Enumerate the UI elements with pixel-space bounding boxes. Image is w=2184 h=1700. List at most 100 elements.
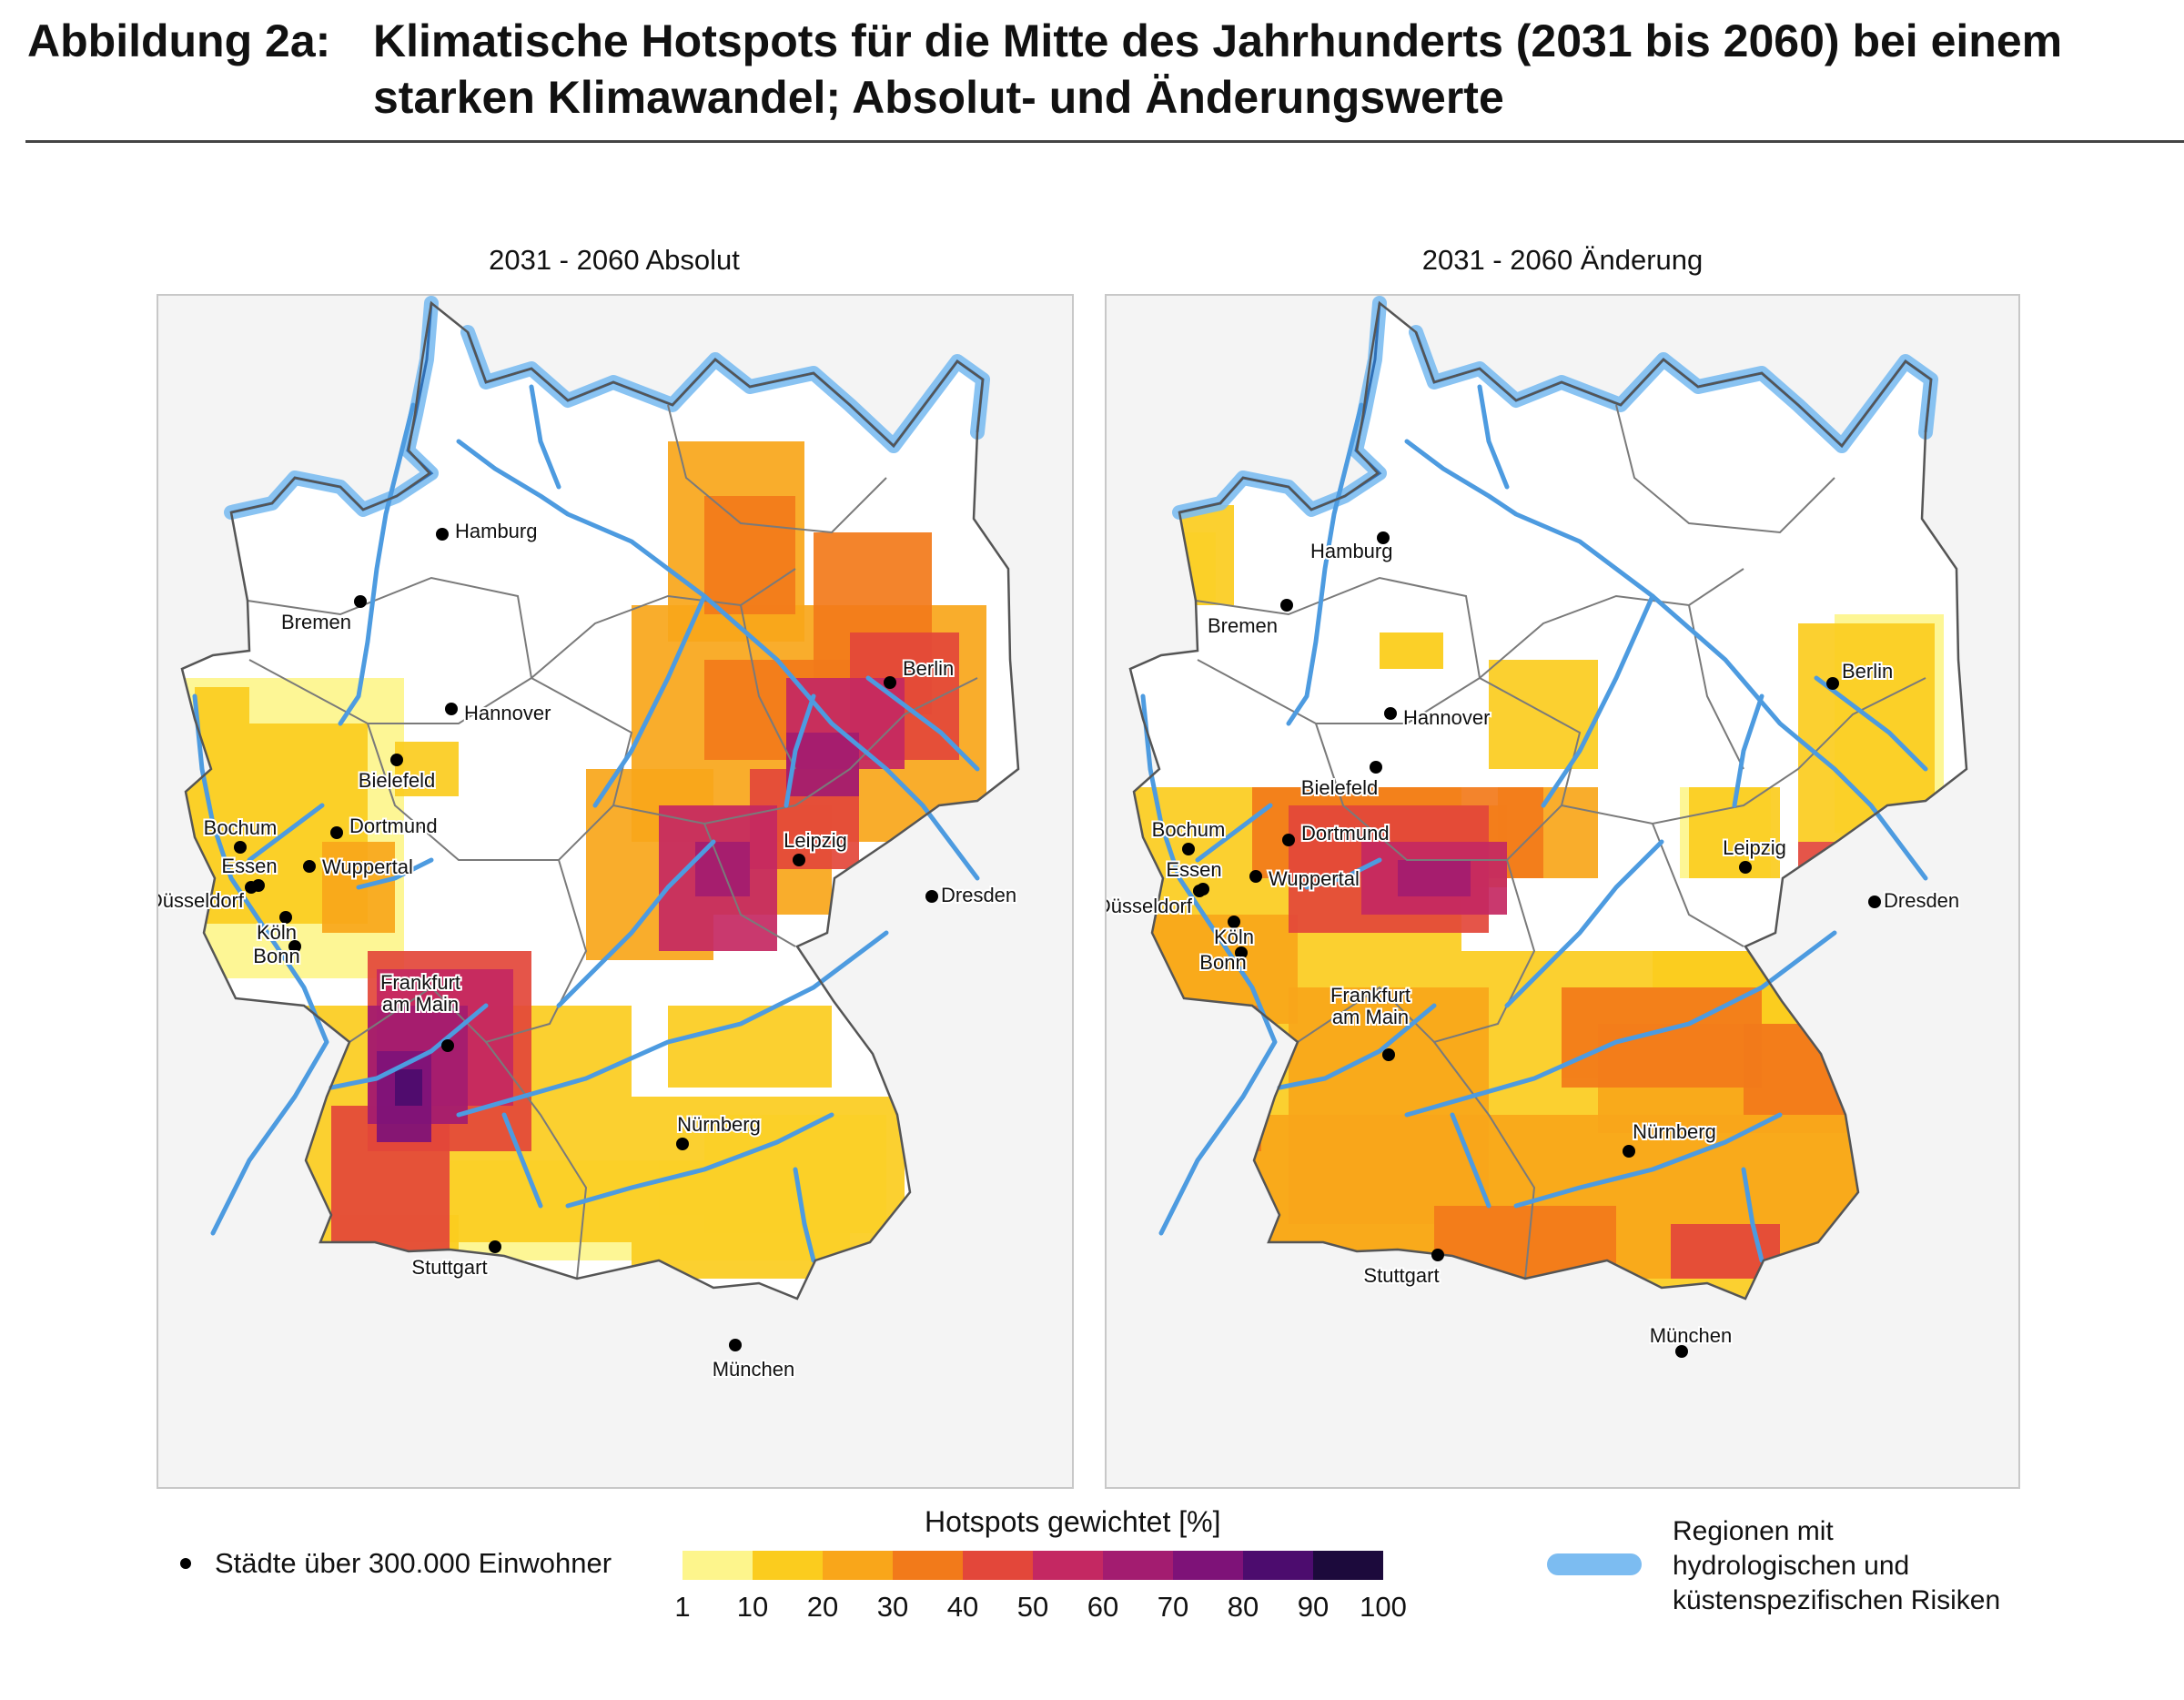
city-dot	[245, 881, 258, 894]
city-label: Frankfurt	[1330, 984, 1410, 1007]
state-border	[1561, 677, 1926, 825]
hotspot-patch	[1489, 660, 1598, 769]
river	[1513, 1112, 1783, 1209]
city-label: München	[713, 1358, 795, 1381]
scale-tick-70: 70	[1157, 1591, 1189, 1623]
scale-tick-40: 40	[946, 1591, 979, 1623]
city-label: Köln	[1214, 926, 1254, 948]
city-label: Bielefeld	[1301, 776, 1378, 799]
city-label: am Main	[382, 993, 459, 1016]
scale-tick-30: 30	[876, 1591, 909, 1623]
river	[1504, 839, 1664, 1008]
city-label: Frankfurt	[380, 971, 460, 994]
hydro-legend-line1: Regionen mit	[1673, 1516, 1834, 1546]
river	[1732, 693, 1764, 808]
river	[1304, 857, 1382, 890]
scale-tick-90: 90	[1297, 1591, 1330, 1623]
city-label: Bonn	[253, 945, 299, 967]
city-label: Hamburg	[1310, 540, 1392, 562]
map-absolute: Hamburg Bremen Hannover Berlin Bielefeld Boch…	[157, 294, 1074, 1489]
city-dot	[1384, 707, 1397, 720]
scale-tick-1: 1	[674, 1591, 691, 1623]
river	[1741, 1167, 1764, 1263]
river	[356, 857, 434, 890]
hotspot-patch	[1926, 1097, 1962, 1179]
city-dot	[234, 841, 247, 854]
city-label: Hannover	[464, 702, 551, 724]
city-dot-icon	[180, 1558, 191, 1569]
scale-swatch-6	[1103, 1551, 1173, 1580]
hydro-legend-swatch	[1547, 1553, 1642, 1575]
state-border	[1479, 568, 1744, 679]
city-label: Leipzig	[784, 829, 847, 852]
city-dot	[445, 703, 458, 715]
city-label: Nürnberg	[677, 1113, 761, 1136]
city-dot	[1370, 761, 1382, 774]
header-rule	[25, 140, 2184, 143]
city-label: Dresden	[941, 884, 1016, 906]
city-dot	[1282, 834, 1295, 846]
color-scale-ticks: 1 10 20 30 40 50 60 70 80 90 100	[0, 1591, 2184, 1627]
city-label: Hamburg	[455, 520, 537, 542]
city-label: Düsseldorf	[158, 889, 245, 912]
river	[1140, 693, 1278, 1236]
hotspot-patch	[1143, 505, 1234, 605]
city-dot	[330, 826, 343, 839]
city-dot	[1868, 896, 1881, 908]
hotspot-patch	[1671, 1224, 1780, 1279]
scale-swatch-0	[682, 1551, 753, 1580]
map-absolute-svg: Hamburg Bremen Hannover Berlin Bielefeld Boch…	[158, 296, 1020, 1382]
city-dot	[1377, 531, 1390, 544]
state-border	[531, 568, 796, 679]
scale-title: Hotspots gewichtet [%]	[925, 1505, 1221, 1538]
figure-title-line1: Klimatische Hotspots für die Mitte des J…	[373, 15, 2063, 66]
hotspot-patch	[395, 742, 459, 796]
city-label: Dresden	[1884, 889, 1959, 912]
state-border	[667, 404, 887, 534]
state-border	[247, 576, 533, 724]
country-border	[180, 300, 1020, 1300]
scale-swatch-9	[1313, 1551, 1383, 1580]
hotspot-patch	[195, 687, 249, 724]
city-label: Wuppertal	[1269, 867, 1360, 890]
city-dot	[1249, 870, 1262, 883]
state-border	[1433, 1041, 1536, 1280]
hydro-legend-line2: hydrologischen und	[1673, 1551, 1910, 1581]
state-border	[1195, 576, 1481, 724]
river	[1277, 1003, 1437, 1090]
city-label: Bremen	[1208, 614, 1278, 637]
river	[1286, 402, 1364, 726]
city-label: Dortmund	[1301, 822, 1390, 845]
state-border	[1297, 859, 1536, 1044]
river	[565, 1112, 834, 1209]
river	[1541, 593, 1655, 808]
city-dot	[1675, 1345, 1688, 1358]
scale-tick-100: 100	[1360, 1591, 1407, 1623]
city-label: Hannover	[1403, 706, 1490, 729]
river	[592, 593, 707, 808]
city-legend-label: Städte über 300.000 Einwohner	[215, 1547, 612, 1579]
hydro-legend-line3: küstenspezifischen Risiken	[1673, 1585, 2001, 1615]
city-label: Berlin	[1842, 660, 1893, 683]
hotspot-patch	[704, 496, 795, 614]
state-border	[349, 859, 588, 1044]
state-border	[485, 1041, 588, 1280]
city-label: Leipzig	[1723, 836, 1786, 859]
scale-tick-20: 20	[806, 1591, 839, 1623]
city-label: Wuppertal	[322, 855, 413, 878]
hotspot-patch	[1134, 1006, 1261, 1151]
city-dot	[1235, 946, 1248, 959]
map-change-svg: Hamburg Bremen Hannover Berlin Bielefeld Boch…	[1107, 296, 1968, 1358]
city-label: Essen	[1166, 858, 1221, 881]
city-dot	[1431, 1249, 1444, 1261]
scale-swatch-4	[963, 1551, 1033, 1580]
city-label: Bonn	[1199, 951, 1246, 974]
city-dot	[303, 860, 316, 873]
hotspot-patch	[1907, 1097, 1962, 1169]
hotspot-patch	[632, 1097, 905, 1279]
city-dot	[441, 1039, 454, 1052]
city-label: Stuttgart	[411, 1256, 487, 1279]
scale-swatch-2	[823, 1551, 893, 1580]
map-change: Hamburg Bremen Hannover Berlin Bielefeld Boch…	[1105, 294, 2020, 1489]
city-dot	[925, 890, 938, 903]
